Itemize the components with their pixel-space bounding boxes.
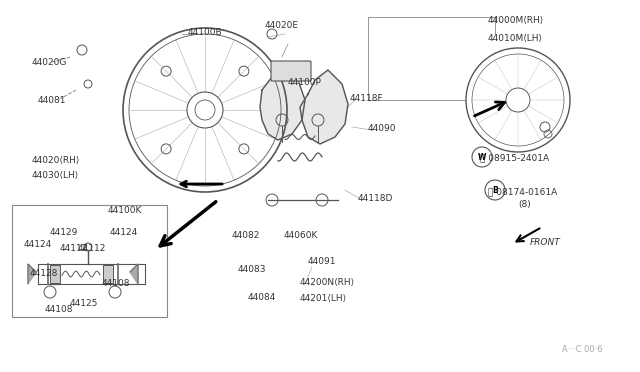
Text: 44020⟨RH⟩: 44020⟨RH⟩ [32,155,81,164]
Text: 44108: 44108 [45,305,74,314]
Text: B: B [492,186,498,195]
Text: Ⓑ 08174-0161A: Ⓑ 08174-0161A [488,187,557,196]
Text: Ⓦ 08915-2401A: Ⓦ 08915-2401A [480,154,549,163]
Text: 44010M⟨LH⟩: 44010M⟨LH⟩ [488,33,543,42]
Text: 44100B: 44100B [188,28,223,36]
Text: 44125: 44125 [70,299,99,308]
Text: 44112: 44112 [60,244,88,253]
Text: 44100K: 44100K [108,205,142,215]
Bar [103,265,113,283]
Text: 44082: 44082 [232,231,260,240]
Circle shape [485,180,505,200]
Polygon shape [260,67,305,140]
Text: (8): (8) [518,199,531,208]
FancyBboxPatch shape [271,61,311,81]
Text: 44083: 44083 [238,266,266,275]
Circle shape [472,147,492,167]
Text: 44124: 44124 [24,240,52,248]
Text: 44084: 44084 [248,294,276,302]
Text: 44118F: 44118F [350,93,383,103]
Text: 44000M⟨RH⟩: 44000M⟨RH⟩ [488,16,544,25]
Text: 44081: 44081 [38,96,67,105]
Text: 44020E: 44020E [265,20,299,29]
Text: FRONT: FRONT [530,237,561,247]
Text: 44201⟨LH⟩: 44201⟨LH⟩ [300,294,347,302]
Text: 44020G: 44020G [32,58,67,67]
Text: W: W [478,153,486,161]
Text: 44060K: 44060K [284,231,318,240]
Text: 44128: 44128 [30,269,58,279]
Text: 44030⟨LH⟩: 44030⟨LH⟩ [32,170,79,180]
Text: 44129: 44129 [50,228,78,237]
Text: 44118D: 44118D [358,193,394,202]
Polygon shape [300,70,348,144]
Text: 44108: 44108 [102,279,131,289]
Polygon shape [28,264,36,284]
Polygon shape [130,264,138,284]
Text: 44112: 44112 [78,244,106,253]
Text: 44090: 44090 [368,124,397,132]
Bar [50,265,60,283]
Text: 44124: 44124 [110,228,138,237]
FancyBboxPatch shape [12,205,167,317]
Text: A···C 00·6: A···C 00·6 [562,346,603,355]
Text: 44100P: 44100P [288,77,322,87]
Text: 44091: 44091 [308,257,337,266]
Text: 44200N⟨RH⟩: 44200N⟨RH⟩ [300,278,355,286]
